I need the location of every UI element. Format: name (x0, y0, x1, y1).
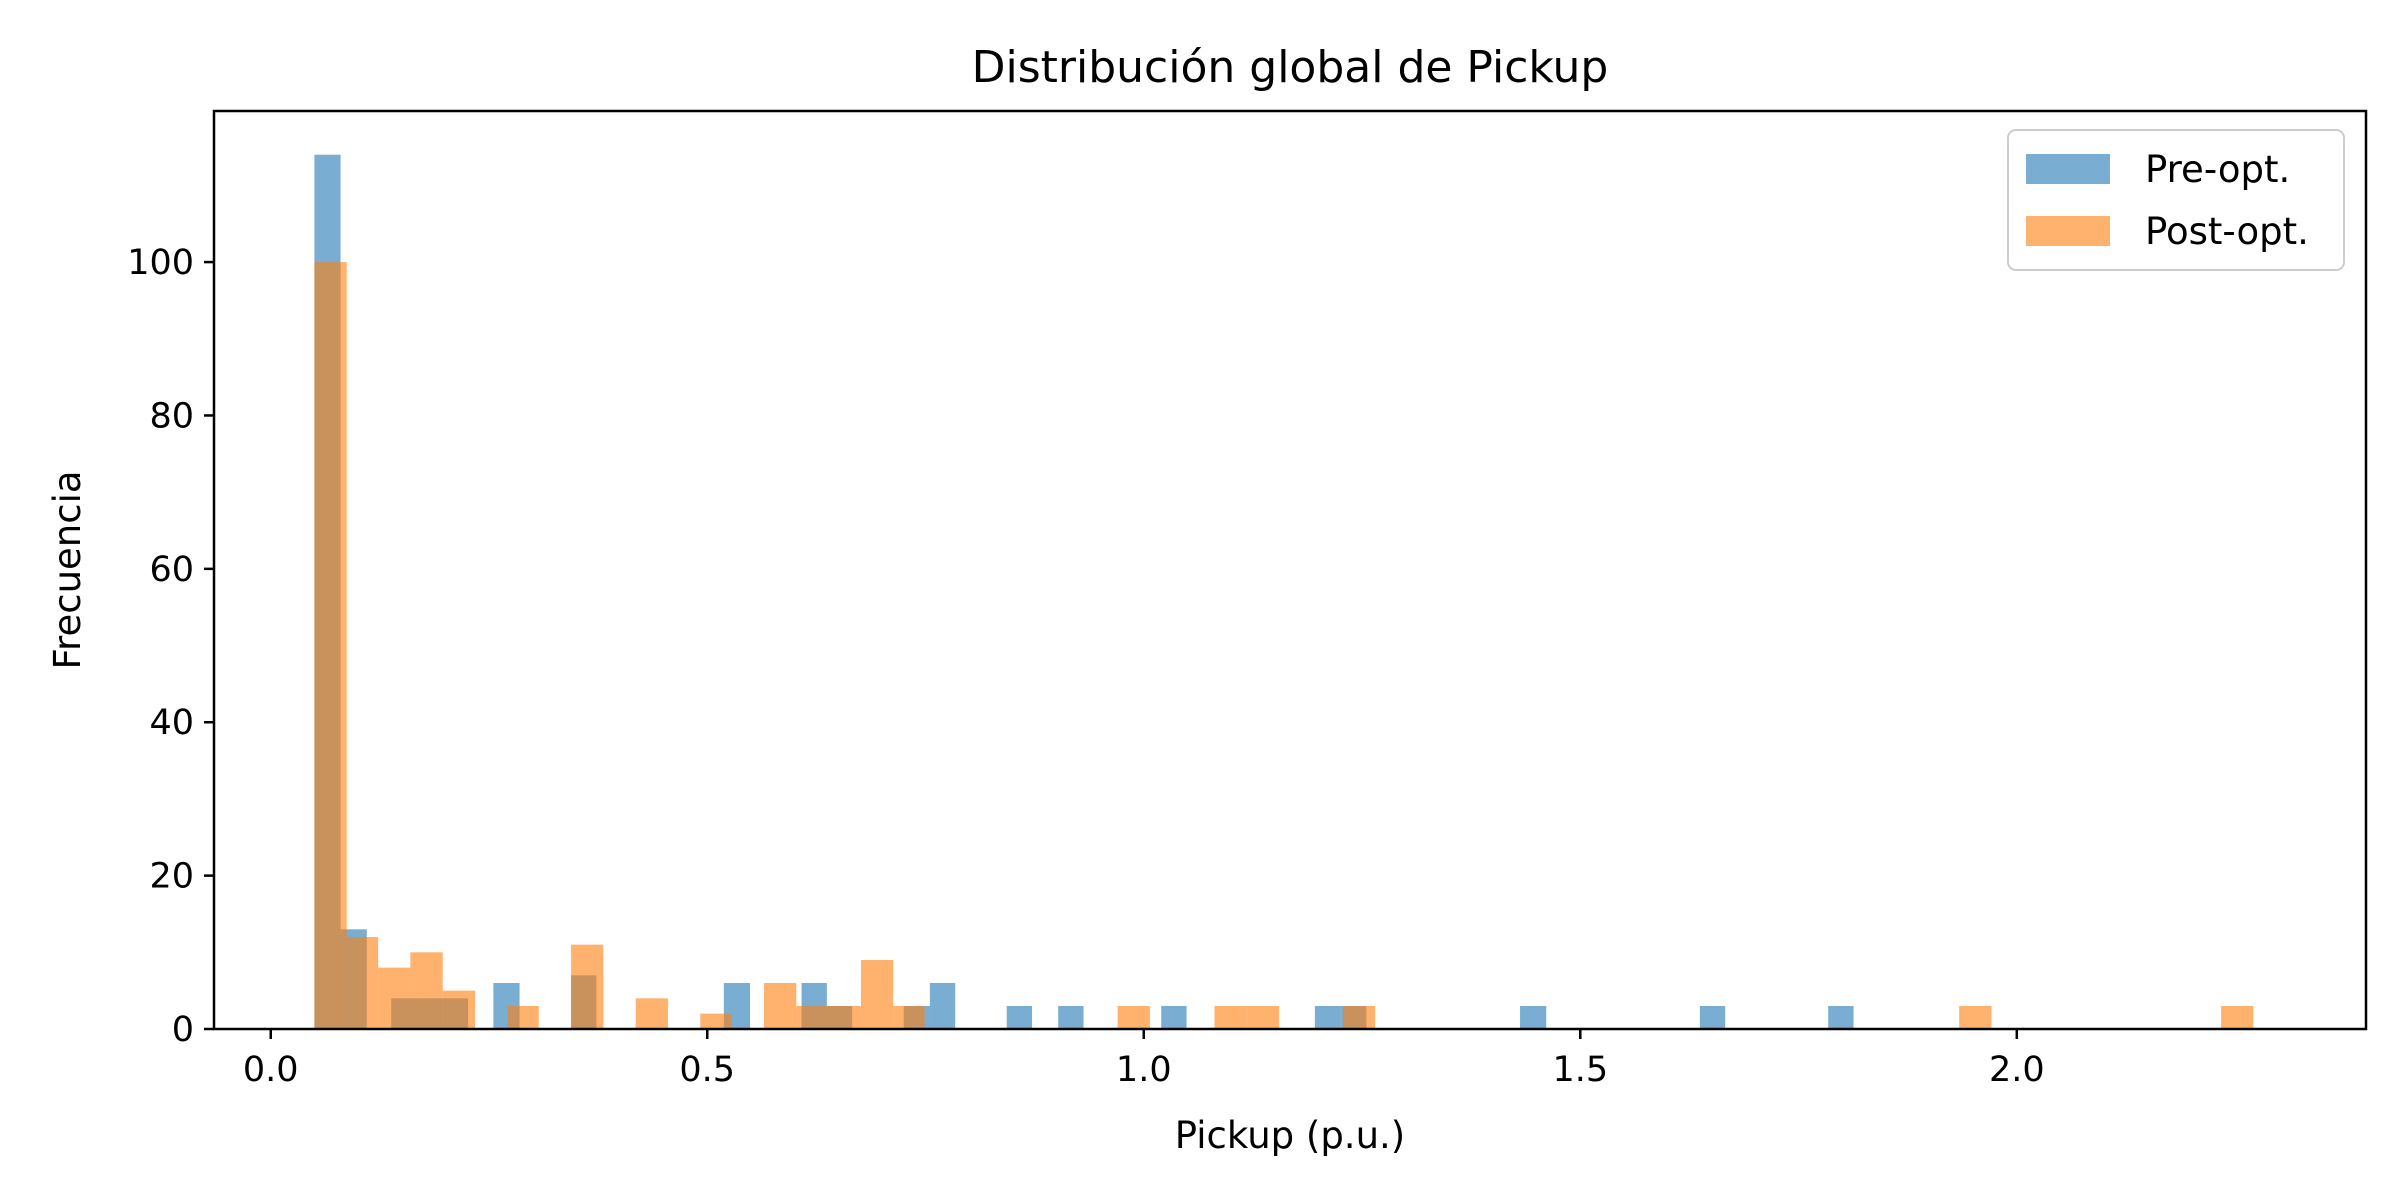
bar-post-opt-17 (1342, 1005, 1376, 1029)
bar-post-opt-6 (571, 944, 604, 1029)
bar-pre-opt-11 (929, 982, 956, 1029)
bar-post-opt-9 (764, 982, 797, 1029)
bar-post-opt-0 (314, 262, 347, 1030)
bar-post-opt-4 (442, 990, 476, 1029)
legend: Pre-opt. Post-opt. (2007, 129, 2345, 271)
bar-post-opt-13 (893, 1005, 925, 1029)
y-tick-label: 20 (149, 857, 194, 897)
bar-post-opt-11 (828, 1005, 861, 1029)
y-axis-ticks: 0 20 40 60 80 100 (127, 243, 214, 1050)
bar-pre-opt-15 (1314, 1005, 1341, 1029)
y-tick-label: 40 (149, 703, 194, 743)
bar-post-opt-19 (2221, 1005, 2254, 1029)
y-tick-label: 100 (127, 243, 194, 283)
bar-post-opt-12 (860, 959, 894, 1029)
bar-post-opt-18 (1959, 1005, 1992, 1029)
bar-post-opt-7 (635, 998, 668, 1029)
legend-label-post-opt: Post-opt. (2145, 210, 2309, 253)
y-tick-label: 0 (172, 1010, 194, 1050)
x-tick-label: 0.5 (679, 1050, 735, 1090)
bar-post-opt-3 (410, 952, 443, 1029)
x-tick-label: 1.0 (1116, 1050, 1172, 1090)
x-tick-label: 0.0 (243, 1050, 299, 1090)
y-tick-label: 80 (149, 396, 194, 436)
y-tick-label: 60 (149, 550, 194, 590)
bar-pre-opt-17 (1520, 1005, 1547, 1029)
x-axis-label: Pickup (p.u.) (1175, 1114, 1405, 1157)
x-tick-label: 2.0 (1989, 1050, 2045, 1090)
legend-swatch-post-opt (2026, 216, 2110, 246)
bar-pre-opt-14 (1161, 1005, 1187, 1029)
chart-title: Distribución global de Pickup (972, 42, 1609, 93)
bar-pre-opt-13 (1058, 1005, 1084, 1029)
bar-pre-opt-18 (1699, 1005, 1726, 1029)
x-axis-ticks: 0.0 0.5 1.0 1.5 2.0 (243, 1029, 2045, 1090)
bar-post-opt-1 (346, 936, 379, 1029)
bar-post-opt-15 (1214, 1005, 1247, 1029)
bar-pre-opt-19 (1828, 1005, 1854, 1029)
bar-pre-opt-12 (1006, 1005, 1033, 1029)
legend-swatch-pre-opt (2026, 154, 2110, 184)
bar-post-opt-14 (1117, 1005, 1150, 1029)
bar-post-opt-2 (378, 967, 411, 1029)
bar-post-opt-5 (507, 1005, 539, 1029)
y-axis-label: Frecuencia (46, 470, 89, 669)
bar-post-opt-10 (796, 1005, 829, 1029)
bar-post-opt-16 (1246, 1005, 1280, 1029)
bar-post-opt-8 (700, 1013, 732, 1029)
legend-label-pre-opt: Pre-opt. (2145, 148, 2290, 191)
x-tick-label: 1.5 (1552, 1050, 1608, 1090)
bars-layer (314, 154, 2254, 1030)
